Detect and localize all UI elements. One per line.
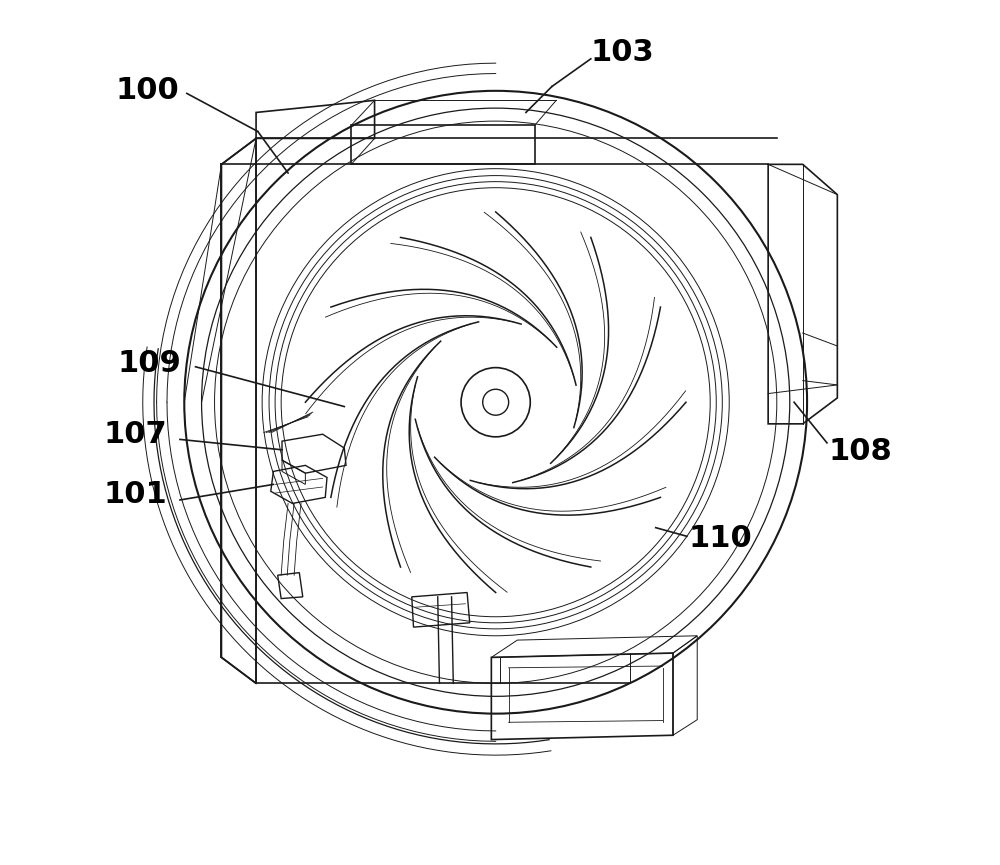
Text: 103: 103 (591, 37, 654, 67)
Text: 101: 101 (104, 480, 168, 509)
Text: 100: 100 (115, 76, 179, 106)
Text: 109: 109 (118, 349, 182, 378)
Text: 108: 108 (829, 437, 892, 466)
Text: 110: 110 (689, 523, 752, 553)
Text: 107: 107 (104, 420, 167, 449)
